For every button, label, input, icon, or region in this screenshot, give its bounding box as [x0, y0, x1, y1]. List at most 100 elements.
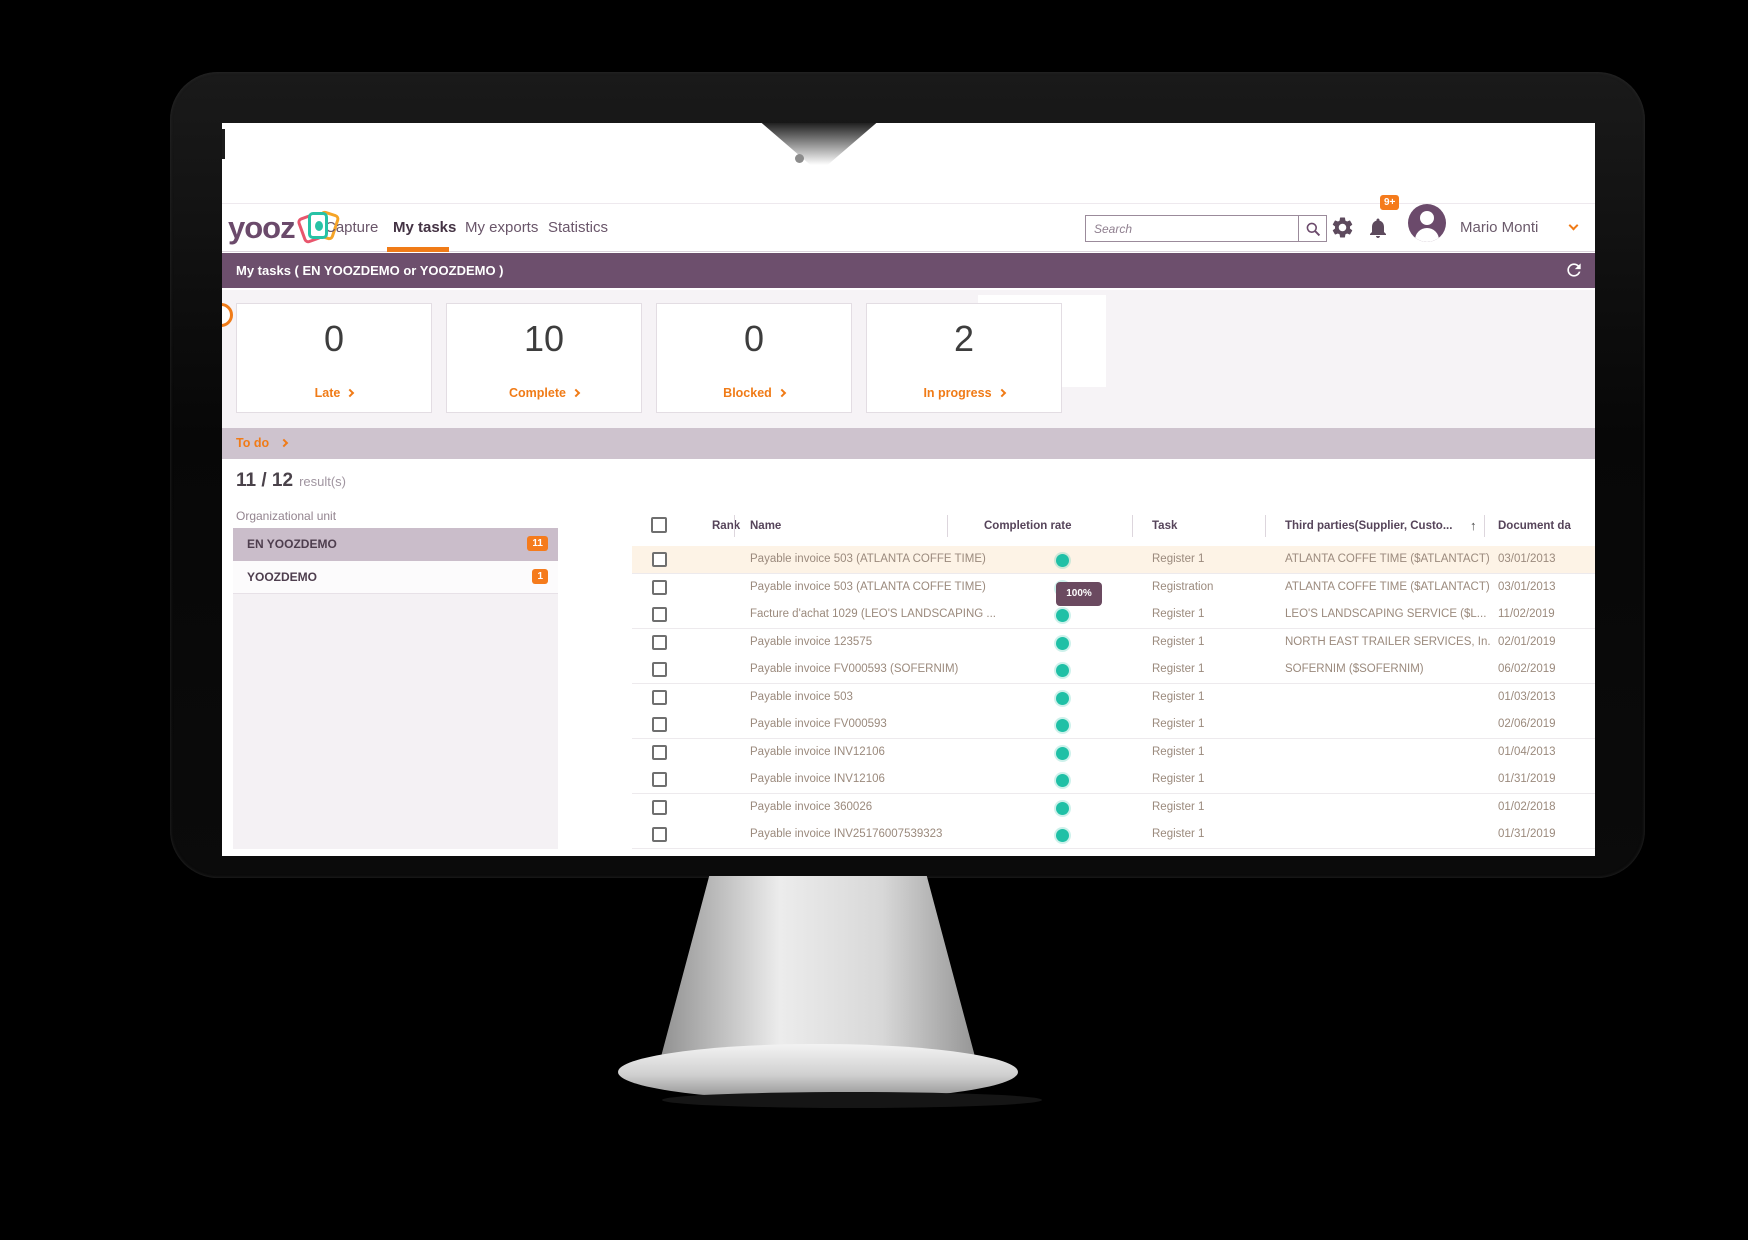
completion-tooltip: 100% [1056, 582, 1102, 606]
cell-name: Payable invoice 503 (ATLANTA COFFE TIME) [750, 580, 986, 593]
search-box [1085, 215, 1327, 242]
row-checkbox[interactable] [652, 799, 667, 815]
results-summary: 11 / 12 result(s) [236, 470, 346, 492]
cell-name: Payable invoice INV12106 [750, 773, 885, 785]
chevron-right-icon [279, 438, 289, 448]
col-completion-rate[interactable]: Completion rate [984, 520, 1072, 532]
table-row[interactable]: Payable invoice 503 (ATLANTA COFFE TIME)… [632, 546, 1595, 574]
results-count: 11 / 12 [236, 470, 294, 491]
screen: yooz Capture My tasks My exports Statistics [222, 123, 1595, 856]
cell-task: Register 1 [1152, 690, 1205, 703]
search-input[interactable] [1086, 216, 1298, 241]
settings-button[interactable] [1330, 215, 1356, 241]
completion-dot [1056, 664, 1069, 677]
org-unit-panel: EN YOOZDEMO 11 YOOZDEMO 1 [233, 528, 558, 849]
active-tab-underline [387, 247, 449, 252]
table-row[interactable]: Payable invoice 123575 Register 1 NORTH EA… [632, 628, 1595, 657]
col-third-parties[interactable]: Third parties(Supplier, Custo... [1285, 520, 1453, 532]
completion-dot [1056, 719, 1069, 732]
tab-statistics[interactable]: Statistics [548, 219, 609, 236]
stat-value: 0 [743, 318, 765, 359]
tab-capture[interactable]: Capture [325, 219, 379, 236]
cell-task: Register 1 [1152, 745, 1205, 758]
cell-task: Registration [1152, 580, 1214, 593]
todo-bar [222, 428, 1595, 459]
row-checkbox[interactable] [652, 662, 667, 677]
tab-my-exports[interactable]: My exports [465, 219, 539, 236]
tab-my-tasks[interactable]: My tasks [393, 219, 457, 236]
row-checkbox[interactable] [652, 744, 667, 760]
sort-ascending-icon[interactable]: ↑ [1470, 518, 1477, 533]
completion-dot [1056, 801, 1069, 815]
gear-icon [1332, 217, 1353, 238]
org-unit-item[interactable]: YOOZDEMO 1 [233, 561, 558, 594]
webcam-dot [795, 154, 804, 163]
cell-document-date: 03/01/2013 [1498, 580, 1556, 593]
window-corner-mark [222, 129, 225, 159]
avatar[interactable] [1408, 204, 1446, 242]
stat-card-complete[interactable]: 10 Complete [446, 303, 642, 413]
row-checkbox[interactable] [652, 579, 667, 595]
cell-name: Payable invoice FV000593 [750, 718, 887, 730]
table-row[interactable]: Payable invoice 503 Register 1 01/03/2013 [632, 683, 1595, 712]
monitor-stand-shadow [662, 1092, 1042, 1108]
yooz-cards-icon [295, 208, 345, 248]
stat-card-in-progress[interactable]: 2 In progress [866, 303, 1062, 413]
cell-task: Register 1 [1152, 800, 1205, 813]
stat-card-blocked[interactable]: 0 Blocked [656, 303, 852, 413]
bell-icon [1370, 218, 1386, 238]
col-name[interactable]: Name [750, 520, 782, 532]
row-checkbox[interactable] [652, 717, 667, 732]
completion-dot [1056, 609, 1069, 622]
stat-card-late[interactable]: 0 Late [236, 303, 432, 413]
cell-name: Payable invoice INV25176007539323 [750, 828, 943, 840]
monitor-stand-base [618, 1044, 1018, 1100]
table-row[interactable]: Payable invoice FV000593 Register 1 02/06/… [632, 711, 1595, 739]
table-row[interactable]: Facture d'achat 1029 (LEO'S LANDSCAPING … [632, 601, 1595, 629]
stat-label[interactable]: In progress [867, 386, 1061, 400]
row-checkbox[interactable] [652, 634, 667, 650]
chevron-right-icon [346, 388, 355, 398]
table-row[interactable]: Payable invoice 360026 Register 1 01/02/20… [632, 793, 1595, 822]
todo-tab[interactable]: To do [236, 428, 289, 459]
select-all-checkbox[interactable] [651, 517, 667, 533]
user-menu[interactable]: Mario Monti [1460, 219, 1539, 236]
row-checkbox[interactable] [652, 689, 667, 705]
stat-value: 10 [523, 318, 565, 359]
org-unit-label: Organizational unit [236, 509, 337, 523]
count-badge: 1 [532, 569, 548, 584]
notifications-button[interactable] [1366, 216, 1392, 242]
yooz-logo[interactable]: yooz [228, 208, 345, 248]
chevron-right-icon [777, 388, 787, 398]
table-row[interactable]: Payable invoice INV25176007539323 Registe… [632, 821, 1595, 849]
cell-document-date: 02/06/2019 [1498, 718, 1556, 730]
col-task[interactable]: Task [1152, 520, 1178, 532]
row-checkbox[interactable] [652, 772, 667, 787]
table-row[interactable]: Payable invoice FV000593 (SOFERNIM) Regis… [632, 656, 1595, 684]
stat-label[interactable]: Blocked [657, 386, 851, 400]
row-checkbox[interactable] [652, 607, 667, 622]
cell-task: Register 1 [1152, 773, 1205, 785]
cell-third-party: NORTH EAST TRAILER SERVICES, In... [1285, 635, 1490, 648]
table-row[interactable]: Payable invoice INV12106 Register 1 01/31/… [632, 766, 1595, 794]
table-row[interactable]: Payable invoice 503 (ATLANTA COFFE TIME)… [632, 573, 1595, 602]
cell-name: Payable invoice 503 (ATLANTA COFFE TIME) [750, 553, 986, 565]
stat-label[interactable]: Late [237, 386, 431, 400]
completion-dot [1056, 774, 1069, 787]
row-checkbox[interactable] [652, 552, 667, 567]
col-document-date[interactable]: Document da [1498, 520, 1571, 532]
refresh-button[interactable] [1564, 260, 1584, 280]
stat-cards: 0 Late 10 Complete 0 Blocked 2 In progress [236, 303, 1076, 413]
stat-label[interactable]: Complete [447, 386, 641, 400]
refresh-icon [1567, 263, 1581, 277]
cell-document-date: 03/01/2013 [1498, 553, 1556, 565]
org-unit-name: YOOZDEMO [247, 570, 318, 584]
table-row[interactable]: Payable invoice INV12106 Register 1 01/04/… [632, 738, 1595, 767]
search-submit[interactable] [1298, 216, 1326, 241]
cell-name: Payable invoice FV000593 (SOFERNIM) [750, 663, 959, 675]
col-rank[interactable]: Rank [712, 520, 741, 532]
org-unit-item[interactable]: EN YOOZDEMO 11 [233, 528, 558, 561]
row-checkbox[interactable] [652, 827, 667, 842]
completion-dot [1056, 691, 1069, 705]
